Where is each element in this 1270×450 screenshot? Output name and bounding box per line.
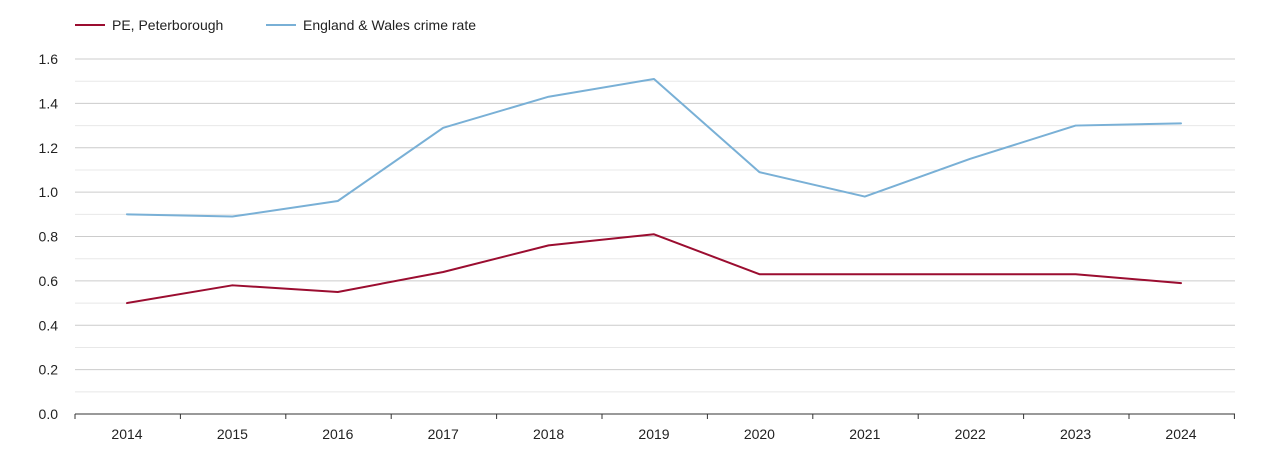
- data-point[interactable]: [336, 290, 340, 294]
- x-tick-label: 2020: [744, 426, 775, 442]
- series: [125, 77, 1183, 219]
- series-line[interactable]: [126, 77, 1182, 218]
- data-point[interactable]: [230, 283, 234, 287]
- data-point[interactable]: [230, 215, 234, 219]
- x-tick-label: 2015: [217, 426, 248, 442]
- legend-label: England & Wales crime rate: [303, 17, 476, 33]
- y-tick-label: 1.6: [39, 51, 59, 67]
- data-point[interactable]: [1074, 124, 1078, 128]
- data-point[interactable]: [547, 95, 551, 99]
- legend-item[interactable]: PE, Peterborough: [75, 17, 223, 33]
- data-point[interactable]: [441, 126, 445, 130]
- data-point[interactable]: [336, 199, 340, 203]
- y-axis-tick-labels: 0.0 0.2 0.4 0.6 0.8 1.0 1.2 1.4 1.6: [39, 51, 59, 422]
- data-point[interactable]: [547, 243, 551, 247]
- data-point[interactable]: [441, 270, 445, 274]
- x-tick-label: 2023: [1060, 426, 1091, 442]
- y-tick-label: 1.4: [39, 95, 59, 111]
- y-tick-label: 1.2: [39, 140, 59, 156]
- y-tick-label: 0.6: [39, 273, 59, 289]
- x-tick-label: 2016: [322, 426, 353, 442]
- y-tick-label: 1.0: [39, 184, 59, 200]
- y-tick-label: 0.4: [39, 317, 59, 333]
- data-point[interactable]: [863, 195, 867, 199]
- data-point[interactable]: [968, 157, 972, 161]
- y-tick-label: 0.0: [39, 406, 59, 422]
- x-tick-label: 2022: [955, 426, 986, 442]
- legend-item[interactable]: England & Wales crime rate: [266, 17, 476, 33]
- series-line[interactable]: [126, 233, 1182, 305]
- data-point[interactable]: [652, 232, 656, 236]
- data-point[interactable]: [125, 301, 129, 305]
- x-tick-label: 2017: [428, 426, 459, 442]
- data-point[interactable]: [757, 170, 761, 174]
- data-point[interactable]: [863, 272, 867, 276]
- legend: PE, Peterborough England & Wales crime ra…: [75, 17, 476, 33]
- series-lines: [125, 77, 1183, 305]
- data-point[interactable]: [968, 272, 972, 276]
- y-tick-label: 0.2: [39, 362, 59, 378]
- data-point[interactable]: [125, 212, 129, 216]
- gridlines: [75, 58, 1235, 393]
- x-axis: 2014 2015 2016 2017 2018 2019 2020 2021 2022 2023…: [74, 413, 1235, 442]
- y-tick-label: 0.8: [39, 229, 59, 245]
- data-point[interactable]: [757, 272, 761, 276]
- x-tick-label: 2024: [1165, 426, 1196, 442]
- x-tick-label: 2021: [849, 426, 880, 442]
- x-tick-label: 2019: [638, 426, 669, 442]
- x-tick-label: 2018: [533, 426, 564, 442]
- x-tick-label: 2014: [111, 426, 142, 442]
- data-point[interactable]: [1074, 272, 1078, 276]
- data-point[interactable]: [652, 77, 656, 81]
- legend-label: PE, Peterborough: [112, 17, 223, 33]
- data-point[interactable]: [1179, 281, 1183, 285]
- series: [125, 232, 1183, 305]
- data-point[interactable]: [1179, 121, 1183, 125]
